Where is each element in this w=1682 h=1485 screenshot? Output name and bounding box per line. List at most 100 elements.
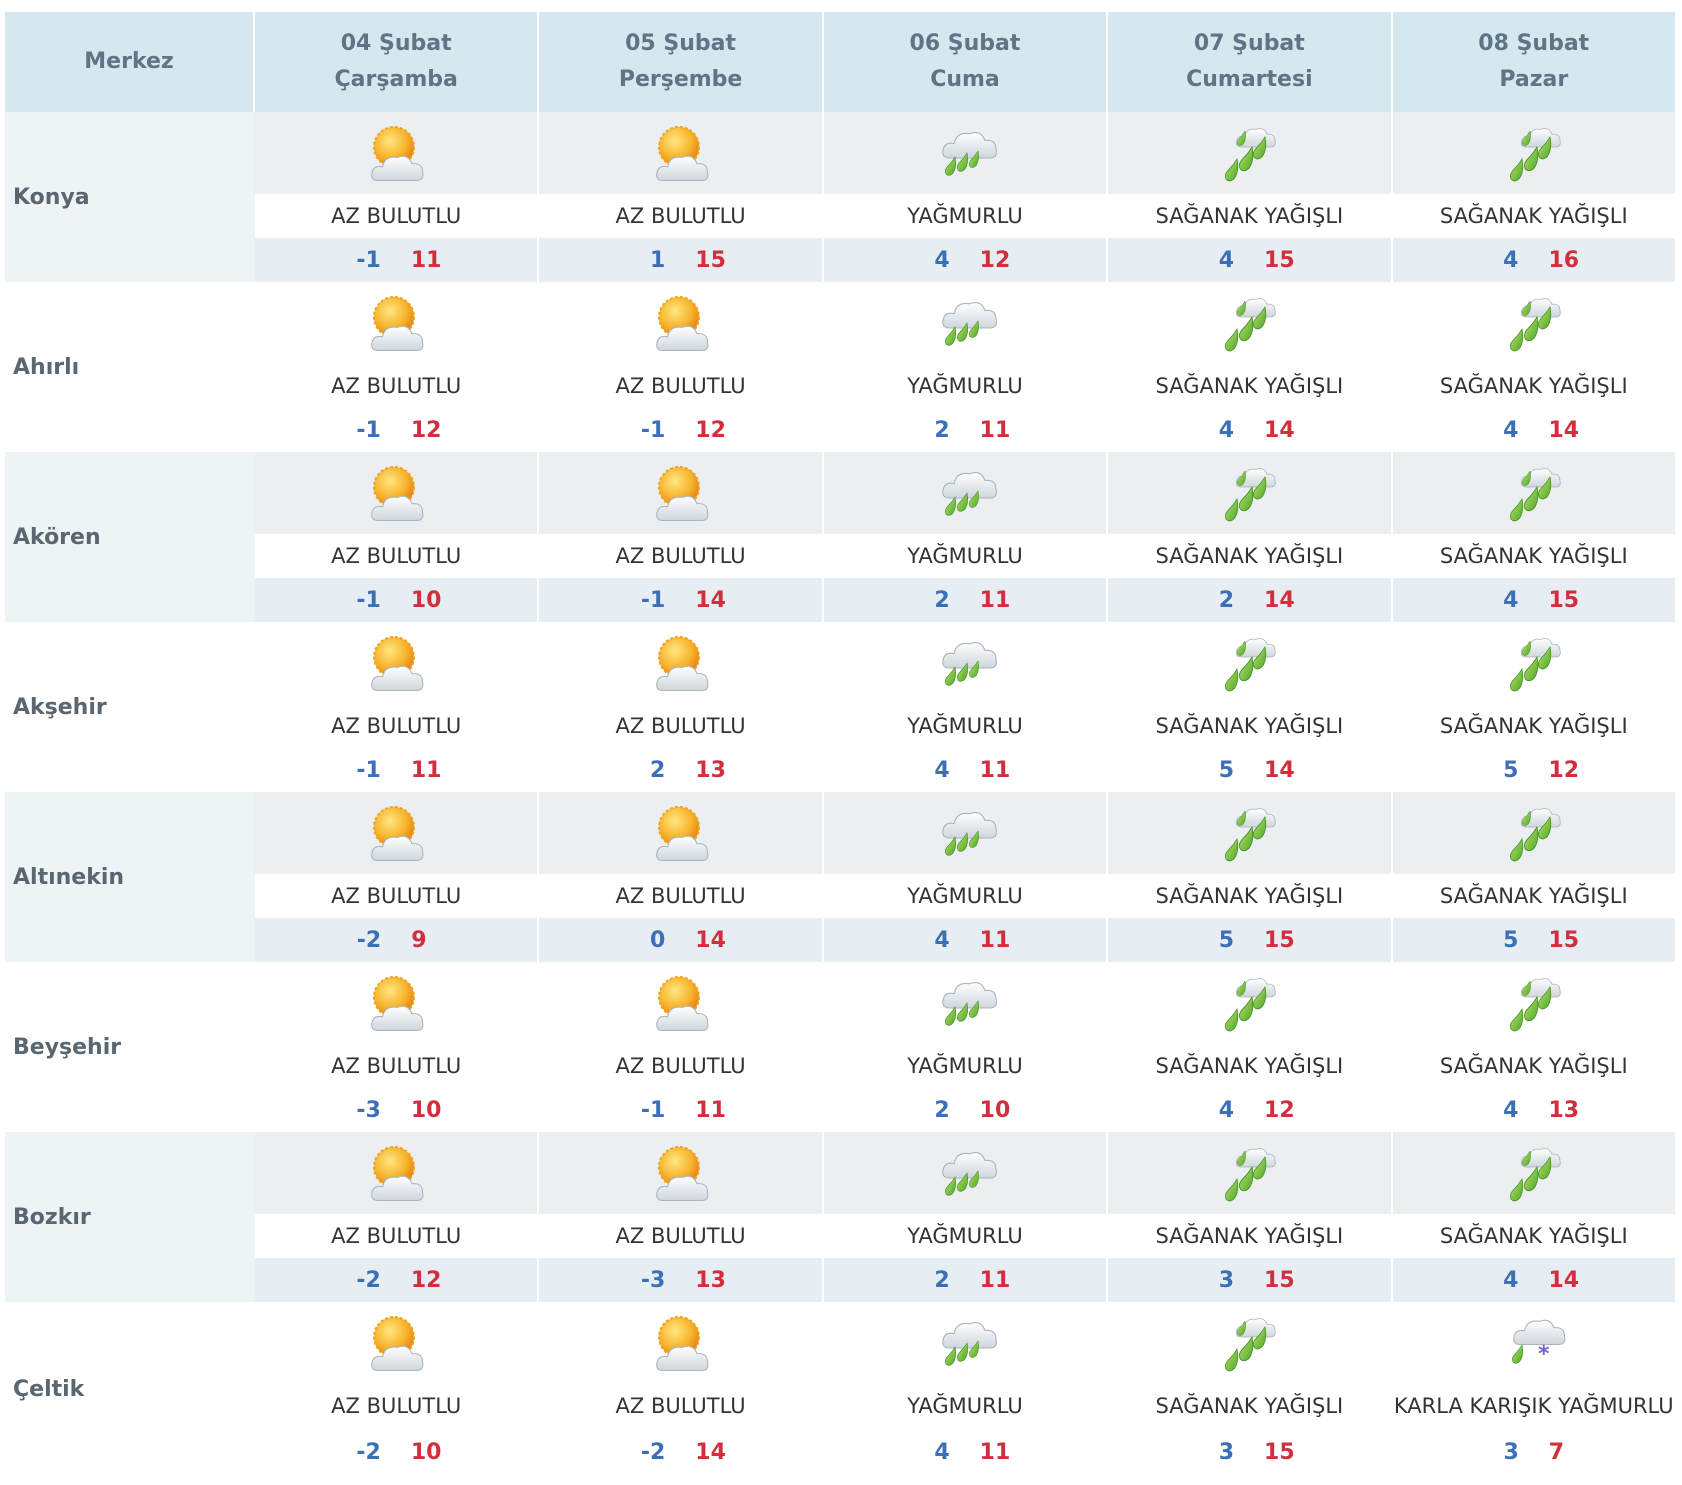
weather-icon xyxy=(255,962,537,1044)
icon-graphic xyxy=(371,296,424,352)
temperatures: -1 12 xyxy=(539,408,821,452)
min-temp: -2 xyxy=(356,1267,381,1293)
temperatures: 2 11 xyxy=(824,408,1106,452)
temperatures: -3 10 xyxy=(255,1088,537,1132)
min-temp: -1 xyxy=(356,587,381,613)
weather-icon xyxy=(539,622,821,704)
weather-icon xyxy=(824,282,1106,364)
min-temp: 5 xyxy=(1218,927,1235,953)
condition: AZ BULUTLU xyxy=(615,204,746,228)
icon-graphic xyxy=(655,636,708,692)
forecast-cell: SAĞANAK YAĞIŞLI 4 15 xyxy=(1392,452,1677,622)
condition: YAĞMURLU xyxy=(907,714,1023,738)
max-temp: 14 xyxy=(695,1440,726,1465)
min-temp: 4 xyxy=(934,1440,950,1465)
icon-graphic xyxy=(942,642,997,686)
max-temp: 12 xyxy=(1264,1097,1295,1123)
icon-graphic xyxy=(655,466,708,522)
min-temp: -1 xyxy=(356,247,381,273)
weather-icon xyxy=(1108,112,1391,194)
forecast-cell: AZ BULUTLU -3 13 xyxy=(539,1132,824,1302)
header-weekday: Cuma xyxy=(930,67,1000,92)
forecast-cell: SAĞANAK YAĞIŞLI 5 15 xyxy=(1392,792,1677,962)
max-temp: 12 xyxy=(695,417,726,443)
city-row: Konya AZ BULUTLU -1 11 AZ BULUTLU 1 15 YAĞMURLU… xyxy=(5,112,1677,282)
forecast-cell: YAĞMURLU 4 12 xyxy=(823,112,1109,282)
weather-icon xyxy=(255,1132,538,1214)
weather-icon xyxy=(255,112,538,194)
weather-icon xyxy=(539,962,821,1044)
condition: YAĞMURLU xyxy=(907,544,1023,568)
icon-graphic xyxy=(1225,1148,1277,1202)
condition: AZ BULUTLU xyxy=(331,714,462,738)
city-name: Çeltik xyxy=(13,1377,85,1402)
condition: AZ BULUTLU xyxy=(331,1394,462,1418)
condition: AZ BULUTLU xyxy=(615,714,746,738)
forecast-cell: SAĞANAK YAĞIŞLI 5 14 xyxy=(1108,622,1393,792)
temperatures: 2 11 xyxy=(823,578,1107,622)
max-temp: 14 xyxy=(1548,417,1580,443)
header-day: 04 Şubat Çarşamba xyxy=(255,12,540,112)
condition: SAĞANAK YAĞIŞLI xyxy=(1155,544,1344,568)
forecast-cell: YAĞMURLU 4 11 xyxy=(824,1302,1109,1477)
forecast-cell: AZ BULUTLU -1 14 xyxy=(539,452,824,622)
condition: AZ BULUTLU xyxy=(615,1054,746,1078)
max-temp: 13 xyxy=(1548,1097,1580,1123)
forecast-cell: AZ BULUTLU -1 11 xyxy=(255,112,540,282)
header-date: 04 Şubat xyxy=(340,31,452,56)
min-temp: 4 xyxy=(934,757,950,783)
min-temp: 4 xyxy=(1503,247,1519,273)
weather-icon xyxy=(823,1132,1107,1214)
weather-icon xyxy=(1393,282,1675,364)
icon-graphic xyxy=(1225,638,1277,692)
forecast-cell: YAĞMURLU 4 11 xyxy=(823,792,1109,962)
condition: AZ BULUTLU xyxy=(615,374,746,398)
weather-icon xyxy=(1393,962,1675,1044)
min-temp: -1 xyxy=(356,417,381,443)
forecast-cell: AZ BULUTLU -1 11 xyxy=(539,962,824,1132)
weather-icon xyxy=(255,622,537,704)
forecast-cell: SAĞANAK YAĞIŞLI 4 12 xyxy=(1108,962,1393,1132)
forecast-cell: AZ BULUTLU 1 15 xyxy=(539,112,824,282)
temperatures: 2 14 xyxy=(1108,578,1391,622)
temperatures: 4 11 xyxy=(824,1428,1106,1477)
icon-graphic xyxy=(1509,638,1561,692)
weather-icon xyxy=(539,112,822,194)
temperatures: 4 15 xyxy=(1392,578,1675,622)
temperatures: 4 15 xyxy=(1108,238,1391,282)
city-name: Akören xyxy=(5,452,255,622)
condition: SAĞANAK YAĞIŞLI xyxy=(1155,1394,1344,1418)
max-temp: 15 xyxy=(1264,1440,1295,1465)
city-name: Beyşehir xyxy=(13,1034,122,1060)
min-temp: 5 xyxy=(1503,927,1519,953)
min-temp: 0 xyxy=(649,927,666,953)
min-temp: 2 xyxy=(649,757,666,783)
condition: SAĞANAK YAĞIŞLI xyxy=(1155,204,1344,228)
weather-icon xyxy=(1108,792,1391,874)
header-weekday: Pazar xyxy=(1499,67,1569,92)
min-temp: 3 xyxy=(1218,1267,1235,1293)
max-temp: 7 xyxy=(1548,1440,1565,1465)
city-name: Altınekin xyxy=(5,792,255,962)
icon-graphic xyxy=(1225,128,1277,182)
icon-graphic xyxy=(371,126,424,182)
max-temp: 10 xyxy=(410,1440,442,1465)
city-row: Çeltik AZ BULUTLU -2 10 AZ BULUTLU -2 14 YAĞMUR… xyxy=(5,1302,1677,1477)
max-temp: 11 xyxy=(695,1097,726,1123)
condition: SAĞANAK YAĞIŞLI xyxy=(1155,714,1344,738)
condition: SAĞANAK YAĞIŞLI xyxy=(1439,544,1628,568)
temperatures: 5 15 xyxy=(1392,918,1675,962)
temperatures: -1 11 xyxy=(255,238,538,282)
condition: SAĞANAK YAĞIŞLI xyxy=(1155,374,1344,398)
max-temp: 15 xyxy=(1264,927,1295,953)
min-temp: 4 xyxy=(1218,417,1235,443)
temperatures: -1 11 xyxy=(539,1088,821,1132)
temperatures: 4 14 xyxy=(1393,408,1675,452)
icon-graphic xyxy=(1509,808,1561,862)
temperatures: 2 10 xyxy=(824,1088,1106,1132)
temperatures: 5 15 xyxy=(1108,918,1391,962)
condition: YAĞMURLU xyxy=(907,1224,1023,1248)
weather-icon xyxy=(1108,962,1390,1044)
temperatures: 2 11 xyxy=(823,1258,1107,1302)
forecast-cell: AZ BULUTLU -1 11 xyxy=(255,622,540,792)
